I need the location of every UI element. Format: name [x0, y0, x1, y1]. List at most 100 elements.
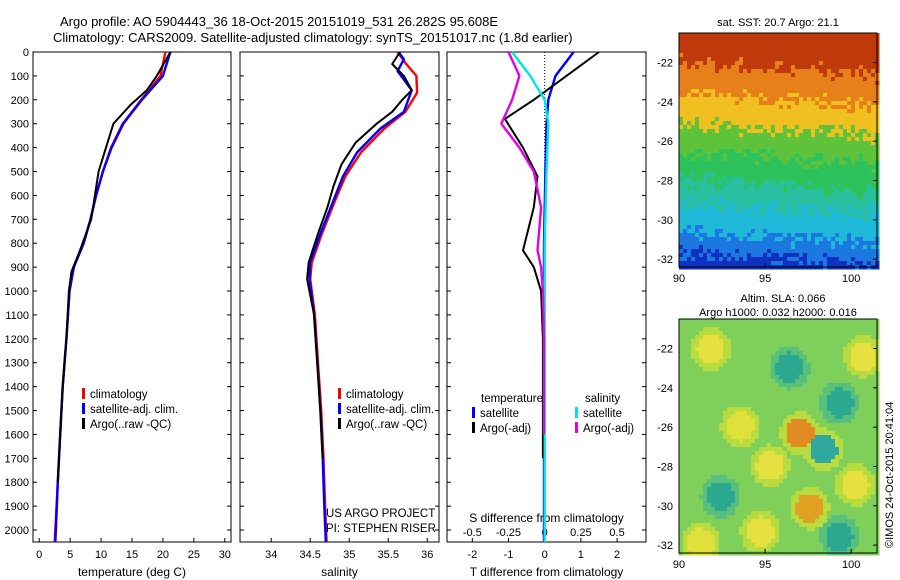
x-tick-label: 35.5 — [378, 549, 399, 561]
legend-swatch — [575, 422, 578, 433]
map-y-tick-label: -26 — [657, 422, 673, 434]
y-tick-label: 1300 — [5, 358, 29, 370]
sst-map-title: sat. SST: 20.7 Argo: 21.1 — [717, 17, 839, 29]
imos-copyright-label: ©IMOS 24-Oct-2015 20:41:04 — [884, 401, 896, 548]
y-tick-label: 1900 — [5, 501, 29, 513]
y-tick-label: 700 — [11, 214, 29, 226]
y-tick-label: 800 — [11, 238, 29, 250]
legend-title-temperature: temperature — [481, 393, 543, 405]
y-tick-label: 900 — [11, 262, 29, 274]
legend-label: climatology — [346, 389, 404, 401]
x-tick-label: 10 — [95, 549, 107, 561]
panel-frame-2 — [446, 51, 647, 543]
map-y-tick-label: -24 — [657, 383, 673, 395]
x-tick-label: 36 — [421, 549, 433, 561]
y-tick-label: 300 — [11, 119, 29, 131]
y-tick-label: 1600 — [5, 429, 29, 441]
legend-swatch — [338, 403, 341, 414]
map-y-tick-label: -22 — [657, 57, 673, 69]
legend-label: satellite — [480, 408, 519, 420]
y-tick-label: 1700 — [5, 453, 29, 465]
map-y-tick-label: -26 — [657, 136, 673, 148]
x-tick-label: 34 — [265, 549, 277, 561]
x-tick-label: 0 — [542, 549, 548, 561]
y-tick-label: 0 — [23, 47, 29, 59]
y-tick-label: 500 — [11, 167, 29, 179]
y-tick-label: 100 — [11, 71, 29, 83]
project-annotation: US ARGO PROJECT — [326, 508, 435, 520]
map-y-tick-label: -22 — [657, 343, 673, 355]
x-tick-label: -1 — [504, 549, 514, 561]
series-line-climatology — [309, 51, 419, 543]
x-tick-label: 20 — [157, 549, 169, 561]
legend-label: Argo(-adj) — [480, 423, 531, 435]
x-axis-label: salinity — [321, 565, 358, 579]
map-x-tick-label: 100 — [842, 273, 860, 285]
map-0 — [679, 33, 880, 270]
x-tick-label: 35 — [343, 549, 355, 561]
x-tick-label: 2 — [614, 549, 620, 561]
map-x-tick-label: 95 — [759, 559, 771, 571]
salinity-tick-label: 0.25 — [570, 527, 591, 539]
map-frame-0 — [678, 32, 878, 268]
map-y-tick-label: -28 — [657, 175, 673, 187]
series-line-argo-raw-qc- — [56, 51, 172, 483]
legend-label: Argo(-adj) — [583, 423, 634, 435]
y-tick-label: 1400 — [5, 382, 29, 394]
map-frame-1 — [678, 318, 878, 554]
legend-swatch — [472, 422, 475, 433]
map-x-tick-label: 100 — [842, 559, 860, 571]
salinity-tick-label: -0.25 — [496, 527, 521, 539]
x-axis-label: T difference from climatology — [470, 565, 624, 579]
legend-swatch — [338, 388, 341, 399]
y-tick-label: 1500 — [5, 406, 29, 418]
legend-label: Argo(..raw -QC) — [90, 419, 171, 431]
y-tick-label: 400 — [11, 143, 29, 155]
y-tick-label: 200 — [11, 95, 29, 107]
series-line-climatology — [53, 51, 167, 543]
salinity-axis-label: S difference from climatology — [469, 511, 624, 525]
y-tick-label: 2000 — [5, 525, 29, 537]
legend-swatch — [575, 407, 578, 418]
y-tick-label: 1100 — [5, 310, 29, 322]
map-y-tick-label: -32 — [657, 540, 673, 552]
sla-map-title-line2: Argo h1000: 0.032 h2000: 0.016 — [699, 307, 857, 319]
panel-frame-1 — [239, 51, 440, 543]
legend-label: satellite-adj. clim. — [90, 404, 178, 416]
x-tick-label: 1 — [578, 549, 584, 561]
x-axis-label: temperature (deg C) — [78, 565, 186, 579]
x-tick-label: 25 — [188, 549, 200, 561]
figure-title-line1: Argo profile: AO 5904443_36 18-Oct-2015 … — [60, 14, 499, 29]
y-tick-label: 600 — [11, 190, 29, 202]
y-tick-label: 1000 — [5, 286, 29, 298]
legend-label: climatology — [90, 389, 148, 401]
map-y-tick-label: -32 — [657, 254, 673, 266]
x-tick-label: 30 — [219, 549, 231, 561]
legend-label: satellite — [583, 408, 622, 420]
x-tick-label: 15 — [126, 549, 138, 561]
map-1 — [679, 319, 880, 556]
y-tick-label: 1800 — [5, 477, 29, 489]
legend-swatch — [82, 418, 85, 429]
map-y-tick-label: -28 — [657, 461, 673, 473]
figure-title-line2: Climatology: CARS2009. Satellite-adjuste… — [53, 30, 573, 45]
legend-swatch — [338, 418, 341, 429]
map-y-tick-label: -24 — [657, 97, 673, 109]
legend-swatch — [472, 407, 475, 418]
salinity-tick-label: -0.5 — [463, 527, 482, 539]
series-line-s-argo-adj- — [500, 51, 546, 435]
legend-label: Argo(..raw -QC) — [346, 419, 427, 431]
y-tick-label: 1200 — [5, 334, 29, 346]
x-tick-label: 0 — [36, 549, 42, 561]
pi-annotation: PI: STEPHEN RISER — [326, 523, 436, 535]
map-x-tick-label: 90 — [673, 559, 685, 571]
map-y-tick-label: -30 — [657, 501, 673, 513]
map-x-tick-label: 95 — [759, 273, 771, 285]
x-tick-label: 5 — [67, 549, 73, 561]
legend-label: satellite-adj. clim. — [346, 404, 434, 416]
salinity-tick-label: 0.5 — [609, 527, 624, 539]
series-line-argo-raw-qc- — [306, 51, 413, 459]
panel-frame-0 — [32, 51, 232, 543]
map-y-tick-label: -30 — [657, 215, 673, 227]
